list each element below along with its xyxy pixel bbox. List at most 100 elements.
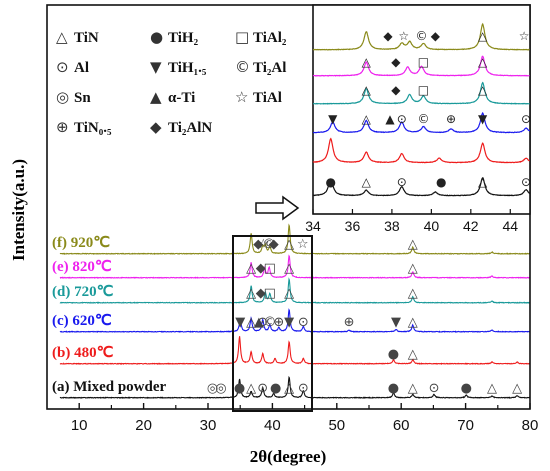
series-label: (f) 920℃ (52, 235, 110, 251)
inset-series-line (312, 137, 530, 164)
x-tick-label: 60 (393, 417, 410, 434)
series-line (59, 277, 531, 304)
legend-symbol: ▲ (150, 88, 162, 106)
legend-label: Al (74, 60, 89, 76)
main-peak-marker: ⊙ (298, 381, 309, 396)
main-peak-marker: △ (408, 261, 418, 276)
main-peak-marker: ⊕ (344, 315, 355, 330)
inset-x-tick-label: 44 (502, 218, 518, 234)
legend-label: Sn (74, 90, 91, 106)
main-peak-marker: △ (246, 315, 256, 330)
main-peak-marker: △ (408, 237, 418, 252)
inset-peak-marker: □ (418, 55, 429, 69)
inset-series-group (312, 22, 531, 197)
inset-peak-marker: ● (326, 175, 336, 189)
main-peak-marker: ◆ (256, 286, 266, 301)
x-tick-label: 80 (522, 417, 539, 434)
main-peak-marker: © (263, 237, 276, 252)
inset-peak-marker: ◆ (391, 83, 401, 97)
zoom-box (232, 235, 313, 412)
main-peak-marker: △ (487, 381, 497, 396)
x-tick-label: 30 (200, 417, 217, 434)
main-peak-marker: ⊙ (298, 315, 309, 330)
inset-x-tick-label: 34 (305, 218, 321, 234)
legend-label: Ti₂Al (253, 60, 286, 76)
inset-peak-marker: ▼ (478, 112, 488, 126)
main-peak-marker: △ (408, 315, 418, 330)
inset-peak-marker: △ (362, 175, 372, 189)
inset-peak-marker: © (417, 112, 429, 126)
inset-peak-marker: △ (478, 83, 488, 97)
inset-peak-marker: ▲ (385, 112, 395, 126)
main-peak-marker: △ (408, 381, 418, 396)
legend: △ TiN ● TiH₂ □ TiAl₂ ⊙ Al ▼ TiH₁.₅ © Ti₂Al ◎ Sn ▲ α-Ti ☆… (56, 28, 287, 136)
main-peak-marker: ◎ (207, 381, 218, 396)
series-label: (e) 820℃ (52, 259, 112, 275)
inset-peak-marker: ⊙ (397, 175, 407, 189)
main-peak-marker: ◆ (269, 237, 279, 252)
x-tick-label: 50 (328, 417, 345, 434)
main-series-group (59, 223, 531, 399)
main-peak-marker: ◆ (256, 261, 266, 276)
zoom-arrow (255, 195, 300, 221)
main-peak-marker: ☆ (258, 237, 270, 252)
inset-peak-marker: ⊙ (521, 175, 531, 189)
series-label: (d) 720℃ (52, 284, 114, 300)
x-tick-label: 20 (135, 417, 152, 434)
main-peak-marker: □ (264, 286, 276, 301)
legend-symbol: □ (235, 28, 249, 46)
main-peak-marker: ⊙ (257, 315, 268, 330)
legend-symbol: ◎ (56, 88, 69, 106)
inset-x-tick-label: 42 (463, 218, 479, 234)
inset-series-line (313, 81, 530, 105)
inset-peak-marker: ● (436, 175, 446, 189)
series-line (59, 336, 530, 366)
legend-label: TiH₁.₅ (168, 60, 207, 76)
inset-markers-group: ● △ ⊙ ● △ ⊙▼ △ ▲ ⊙ © ⊕ ▼ ⊙△ ◆ □ △△ ◆ □ △◆ ☆ © ◆ △ ☆ (326, 29, 532, 189)
x-axis-label: 2θ(degree) (250, 447, 327, 466)
inset-frame (312, 4, 531, 215)
legend-symbol: ▼ (150, 58, 162, 76)
legend-label: TiH₂ (168, 30, 199, 46)
main-peak-marker: △ (512, 381, 522, 396)
inset-peak-marker: △ (362, 55, 372, 69)
inset-peak-marker: ◆ (431, 29, 441, 43)
inset-plot: ● △ ⊙ ● △ ⊙▼ △ ▲ ⊙ © ⊕ ▼ ⊙△ ◆ □ △△ ◆ □ △◆ ☆ © ◆ △ ☆ 34 36 38 40 42 4… (305, 4, 532, 234)
main-peak-marker: △ (246, 381, 256, 396)
main-peak-marker: △ (246, 261, 256, 276)
inset-peak-marker: △ (478, 55, 488, 69)
zoom-arrow-shape (255, 195, 300, 221)
inset-x-tick-label: 36 (345, 218, 361, 234)
main-peak-marker: ▲ (254, 315, 264, 330)
inset-series-line (313, 177, 530, 197)
inset-series-line (312, 22, 530, 51)
main-peak-marker: △ (284, 237, 294, 252)
legend-label: TiAl₂ (253, 30, 287, 46)
main-peak-marker: △ (408, 286, 418, 301)
inset-peak-marker: ☆ (519, 29, 530, 43)
main-peak-marker: □ (264, 261, 276, 276)
main-peak-marker: ● (270, 381, 281, 396)
inset-peak-marker: ⊕ (446, 112, 456, 126)
legend-symbol: ⊙ (56, 58, 69, 76)
legend-symbol: ◆ (150, 118, 162, 136)
inset-x-tick-label: 38 (384, 218, 400, 234)
main-peak-marker: ⊙ (257, 381, 268, 396)
legend-label: Ti₂AlN (168, 120, 212, 136)
main-peak-marker: ◎ (215, 381, 226, 396)
main-peak-marker: ◆ (253, 237, 263, 252)
inset-peak-marker: △ (362, 112, 372, 126)
inset-peak-marker: ⊙ (397, 112, 407, 126)
main-peak-marker: ▼ (391, 315, 401, 330)
legend-symbol: ☆ (235, 88, 248, 106)
legend-label: TiN (74, 30, 99, 46)
main-peak-marker: ▼ (284, 315, 294, 330)
main-peak-marker: ▼ (235, 315, 245, 330)
inset-peak-marker: △ (478, 29, 488, 43)
inset-peak-marker: ☆ (398, 29, 409, 43)
inset-peak-marker: ▼ (328, 112, 338, 126)
main-peak-marker: △ (408, 347, 418, 362)
legend-symbol: ⊕ (56, 118, 69, 136)
legend-label: TiAl (253, 90, 282, 106)
